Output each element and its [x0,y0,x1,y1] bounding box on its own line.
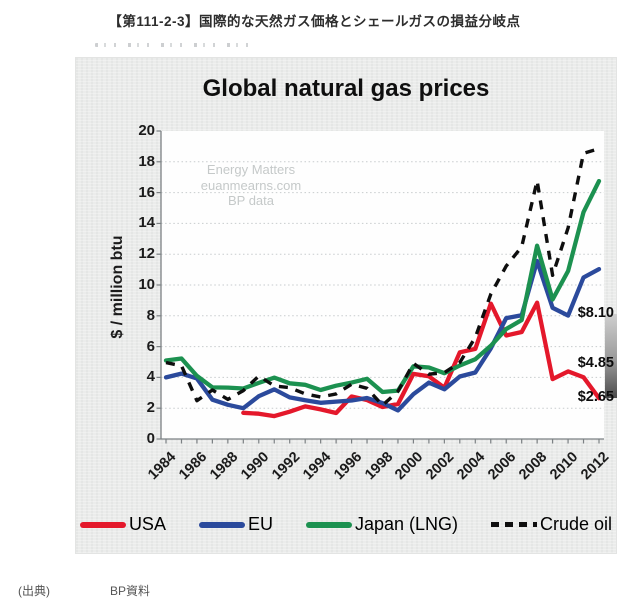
plot-area [156,130,604,444]
watermark-line: euanmearns.com [200,177,302,193]
legend-item-usa: USA [79,514,166,535]
page-title: 【第111-2-3】国際的な天然ガス価格とシェールガスの損益分岐点 [108,14,521,29]
source-value: BP資料 [110,584,151,598]
price-annotation: $2.65 [577,389,614,406]
chart-legend: USA EU Japan (LNG) Crude oil [76,514,616,535]
natural-gas-price-chart: Global natural gas prices $ / million bt… [75,57,617,554]
y-tick-label: 6 [146,337,155,355]
cropped-text-artifact [95,43,253,47]
price-annotation: $4.85 [577,355,614,372]
watermark-line: BP data [227,193,275,208]
usa-line-swatch [79,521,126,528]
legend-item-crude: Crude oil [491,514,612,535]
plot-canvas [156,130,604,444]
legend-label-crude: Crude oil [540,514,613,534]
y-tick-label: 4 [146,368,155,386]
price-annotation: $8.10 [577,305,614,322]
crude-oil-line-swatch [491,522,538,527]
series-line-japan-lng- [163,178,602,395]
legend-item-japan: Japan (LNG) [305,514,459,535]
y-tick-label: 12 [138,245,155,263]
source-label: (出典) [18,584,50,598]
legend-label-japan: Japan (LNG) [354,514,459,534]
legend-label-eu: EU [247,514,273,534]
chart-title: Global natural gas prices [202,75,490,102]
y-tick-label: 16 [138,183,155,201]
shale-breakeven-range-bar [605,314,617,399]
y-tick-label: 20 [138,122,155,139]
y-tick-label: 14 [138,214,155,232]
y-tick-label: 0 [146,430,155,447]
legend-item-eu: EU [198,514,273,535]
y-tick-label: 2 [146,399,155,417]
legend-label-usa: USA [128,514,166,534]
watermark-line: Energy Matters [206,162,296,177]
watermark: Energy Matters euanmearns.com BP data [171,162,331,209]
y-tick-label: 10 [138,276,155,293]
y-tick-label: 18 [138,152,155,170]
y-tick-label: 8 [146,306,155,324]
series-line-usa [241,300,602,419]
eu-line-swatch [198,521,245,528]
series-line-crude-oil [165,147,600,407]
japan-line-swatch [305,521,352,528]
